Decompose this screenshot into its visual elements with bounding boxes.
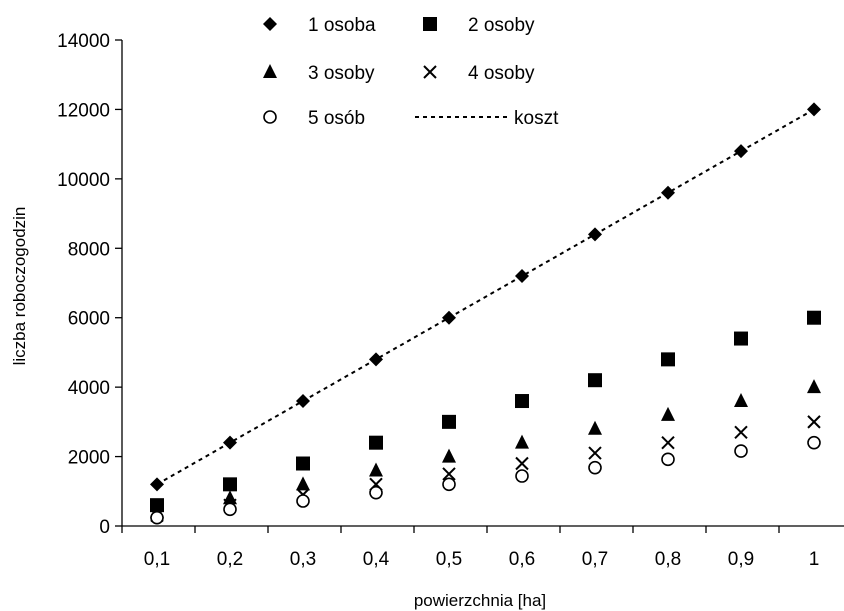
legend-item: 1 osoba bbox=[263, 15, 376, 36]
x-tick-label: 0,4 bbox=[363, 549, 390, 570]
y-tick-label: 10000 bbox=[57, 170, 110, 191]
data-point bbox=[369, 462, 383, 477]
legend: 1 osoba 2 osoby 3 osoby 4 osoby 5 osób koszt bbox=[263, 15, 559, 129]
data-point bbox=[223, 435, 237, 450]
data-point bbox=[515, 434, 529, 449]
data-point bbox=[588, 460, 602, 475]
data-point bbox=[734, 393, 748, 408]
legend-item: 2 osoby bbox=[423, 15, 535, 36]
data-point bbox=[369, 435, 383, 450]
legend-label: koszt bbox=[514, 108, 559, 129]
x-tick-label: 0,1 bbox=[144, 549, 170, 570]
x-tick-label: 1 bbox=[809, 549, 820, 570]
legend-item: koszt bbox=[415, 108, 559, 129]
marks bbox=[150, 102, 821, 525]
data-point bbox=[588, 446, 602, 460]
legend-label: 5 osób bbox=[308, 108, 365, 129]
data-point bbox=[369, 352, 383, 367]
y-tick-label: 0 bbox=[99, 517, 110, 538]
data-point bbox=[296, 476, 310, 491]
y-tick-label: 14000 bbox=[57, 31, 110, 52]
data-point bbox=[442, 448, 456, 463]
data-point bbox=[807, 379, 821, 394]
data-point bbox=[661, 435, 675, 450]
data-point bbox=[442, 467, 456, 481]
data-point bbox=[661, 452, 675, 467]
data-point bbox=[661, 352, 675, 367]
legend-item: 4 osoby bbox=[423, 63, 535, 84]
data-point bbox=[296, 494, 310, 508]
legend-item: 5 osób bbox=[263, 108, 365, 129]
legend-marker bbox=[263, 110, 277, 124]
data-point bbox=[734, 331, 748, 346]
data-point bbox=[661, 185, 675, 200]
x-tick-label: 0,6 bbox=[509, 549, 535, 570]
x-axis-title: powierzchnia [ha] bbox=[414, 591, 546, 610]
data-point bbox=[223, 502, 237, 517]
data-point bbox=[442, 414, 456, 429]
data-point bbox=[734, 425, 748, 439]
y-tick-label: 12000 bbox=[57, 100, 110, 121]
data-point bbox=[588, 373, 602, 388]
data-point bbox=[734, 444, 748, 458]
data-point bbox=[150, 510, 164, 525]
x-tick-label: 0,3 bbox=[290, 549, 316, 570]
x-tick-label: 0,7 bbox=[582, 549, 608, 570]
legend-marker bbox=[423, 65, 437, 79]
data-point bbox=[223, 490, 237, 505]
data-point bbox=[515, 456, 529, 471]
data-point bbox=[515, 269, 529, 284]
data-point bbox=[296, 456, 310, 471]
legend-marker bbox=[263, 17, 277, 31]
legend-label: 2 osoby bbox=[468, 15, 535, 36]
y-tick-label: 8000 bbox=[68, 239, 110, 260]
data-point bbox=[515, 394, 529, 409]
data-point bbox=[807, 435, 821, 450]
data-point bbox=[223, 477, 237, 492]
data-point bbox=[515, 469, 529, 483]
data-point bbox=[442, 477, 456, 492]
data-point bbox=[588, 420, 602, 435]
legend-label: 3 osoby bbox=[308, 63, 375, 84]
data-point bbox=[807, 415, 821, 429]
legend-label: 1 osoba bbox=[308, 15, 376, 36]
x-tick-label: 0,8 bbox=[655, 549, 681, 570]
data-point bbox=[369, 485, 383, 500]
legend-marker bbox=[263, 64, 277, 78]
y-tick-label: 6000 bbox=[68, 309, 110, 330]
y-tick-label: 2000 bbox=[68, 448, 110, 469]
y-axis-title: liczba roboczogodzin bbox=[10, 207, 29, 366]
series-line-koszt bbox=[156, 108, 815, 486]
data-point bbox=[661, 406, 675, 421]
x-tick-label: 0,2 bbox=[217, 549, 243, 570]
axes: 0 2000 4000 6000 8000 10000 12000 14000 0,1 0,2 0,… bbox=[57, 31, 844, 570]
legend-item: 3 osoby bbox=[263, 63, 375, 84]
data-point bbox=[807, 310, 821, 325]
x-tick-label: 0,9 bbox=[728, 549, 754, 570]
legend-label: 4 osoby bbox=[468, 63, 535, 84]
data-point bbox=[807, 102, 821, 117]
legend-marker bbox=[423, 17, 437, 31]
y-tick-label: 4000 bbox=[68, 378, 110, 399]
x-tick-label: 0,5 bbox=[436, 549, 462, 570]
